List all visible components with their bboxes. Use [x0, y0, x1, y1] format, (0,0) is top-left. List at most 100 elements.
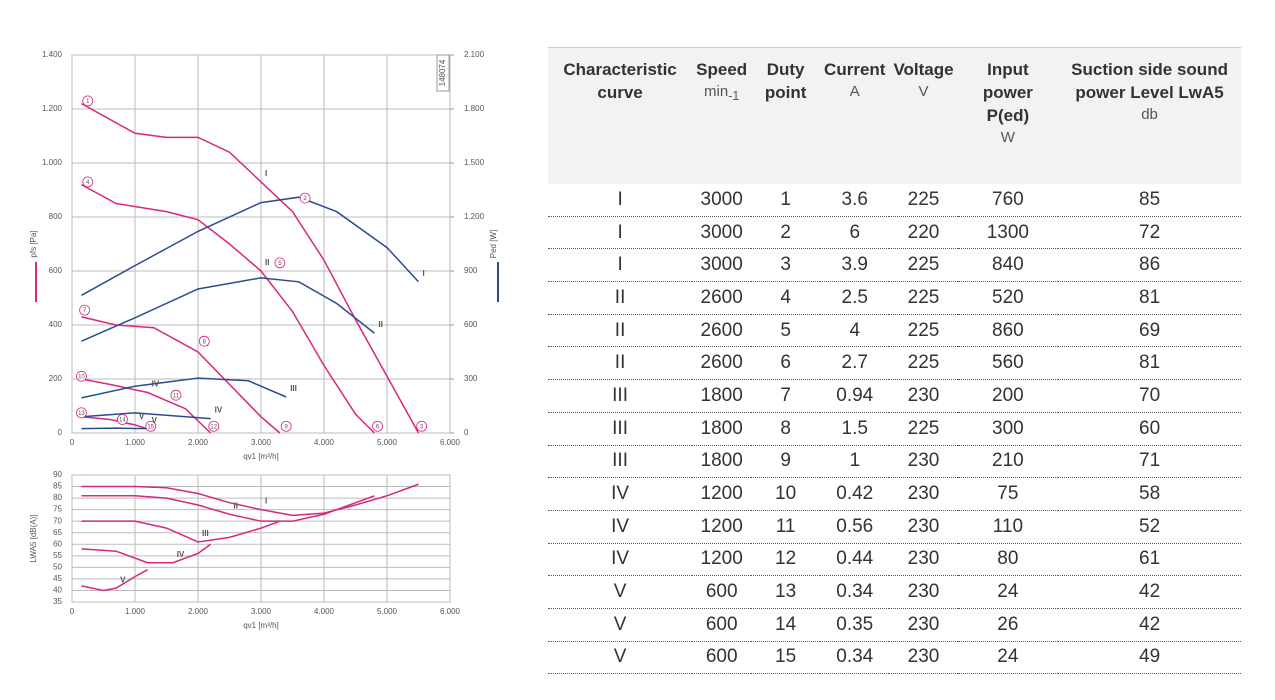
- duty-point-marker: [372, 420, 383, 432]
- duty-point-marker: [170, 389, 182, 401]
- table-cell: 0.56: [820, 510, 890, 544]
- table-row: II 2600 5 4 225 860 69: [548, 314, 1241, 348]
- table-cell: 49: [1058, 641, 1241, 675]
- table-cell: 760: [957, 184, 1059, 217]
- table-cell: 4: [820, 314, 890, 348]
- duty-point-marker: [82, 95, 94, 107]
- curve: [81, 102, 420, 434]
- duty-point-label: 5: [278, 261, 282, 267]
- curve: [81, 183, 375, 434]
- duty-point-label: 11: [173, 393, 180, 399]
- duty-point-marker: [280, 420, 292, 432]
- table-cell: 24: [957, 641, 1059, 675]
- table-cell: 52: [1058, 510, 1241, 544]
- table-cell: V: [548, 641, 693, 675]
- y2-tick-label: 1.500: [464, 158, 485, 167]
- x-tick-label: 5.000: [377, 607, 398, 616]
- table-cell: 7: [751, 379, 821, 413]
- table-row: I 3000 3 3.9 225 840 86: [548, 248, 1241, 283]
- x-tick-label: 0: [70, 607, 75, 616]
- table-cell: 1.5: [820, 412, 890, 446]
- header-cell: Suction side sound power Level LwA5 db: [1058, 47, 1241, 184]
- table-cell: 0.42: [820, 477, 890, 511]
- table-cell: III: [548, 412, 693, 446]
- header-title: Input power P(ed): [982, 60, 1033, 125]
- header-unit: db: [1141, 106, 1158, 123]
- curve-label: II: [265, 258, 269, 267]
- table-cell: 26: [957, 608, 1059, 642]
- header-cell: Voltage V: [889, 47, 958, 184]
- curve: [81, 412, 211, 420]
- header-row: Characteristic curve Speed min-1 Duty point…: [548, 47, 1241, 184]
- duty-point-label: 3: [420, 424, 424, 430]
- y-tick-label: 60: [53, 539, 62, 548]
- y-axis-label: pfs [Pa]: [29, 230, 38, 257]
- table-row: III 1800 7 0.94 230 200 70: [548, 379, 1241, 413]
- table-cell: 86: [1058, 248, 1241, 283]
- table-cell: 3000: [692, 216, 752, 250]
- header-cell: Characteristic curve: [548, 47, 693, 184]
- table-cell: 72: [1058, 216, 1241, 250]
- table-cell: 0.94: [820, 379, 890, 413]
- table-cell: 3.6: [820, 184, 890, 217]
- charts: 0 1.000 2.000 3.000 4.000 5.000 6.000020040060…: [29, 50, 499, 630]
- table-cell: 6: [820, 216, 890, 250]
- table-row: I 3000 1 3.6 225 760 85: [548, 184, 1241, 217]
- header-title: Voltage: [893, 60, 954, 79]
- table-row: IV 1200 10 0.42 230 75 58: [548, 477, 1241, 511]
- curve-label: IV: [177, 550, 185, 559]
- table-cell: V: [548, 575, 693, 609]
- table-cell: 1: [751, 184, 821, 217]
- y-tick-label: 800: [49, 212, 63, 221]
- table-cell: 230: [889, 477, 958, 511]
- curve: [81, 483, 419, 517]
- table-row: III 1800 8 1.5 225 300 60: [548, 412, 1241, 446]
- x-axis-label: qv1 [m³/h]: [243, 621, 279, 630]
- x-tick-label: 0: [70, 438, 75, 447]
- y2-tick-label: 1.800: [464, 104, 485, 113]
- table-cell: 300: [957, 412, 1059, 446]
- table-cell: IV: [548, 510, 693, 544]
- y-tick-label: 40: [53, 586, 62, 595]
- duty-point-marker: [117, 414, 128, 425]
- y2-tick-label: 600: [464, 320, 478, 329]
- table-cell: 560: [957, 346, 1059, 381]
- curve: [81, 277, 375, 342]
- curve-label: I: [265, 497, 267, 506]
- table-cell: II: [548, 281, 693, 315]
- y-tick-label: 70: [53, 516, 62, 525]
- y-tick-label: 80: [53, 493, 62, 502]
- curve-label: I: [265, 169, 267, 178]
- table-cell: III: [548, 379, 693, 413]
- curve-label: III: [202, 529, 209, 538]
- y-tick-label: 600: [49, 266, 63, 275]
- x-tick-label: 5.000: [377, 438, 398, 447]
- table-row: IV 1200 12 0.44 230 80 61: [548, 543, 1241, 577]
- header-cell: Speed min-1: [692, 47, 752, 184]
- table-cell: 11: [751, 510, 821, 544]
- table-cell: 3000: [692, 184, 752, 217]
- x-tick-label: 4.000: [314, 438, 335, 447]
- table-cell: 2600: [692, 314, 752, 348]
- table-cell: 75: [957, 477, 1059, 511]
- table-cell: 230: [889, 445, 958, 479]
- curve-label: V: [139, 412, 145, 421]
- table-cell: 3000: [692, 248, 752, 283]
- header-title: Current: [824, 60, 886, 79]
- duty-point-marker: [299, 192, 311, 204]
- curve: [81, 569, 148, 592]
- table-cell: 2.7: [820, 346, 890, 381]
- table-cell: 61: [1058, 543, 1241, 577]
- duty-point-marker: [274, 257, 286, 269]
- table-cell: 42: [1058, 575, 1241, 609]
- curve: [81, 520, 281, 543]
- y-tick-label: 35: [53, 597, 62, 606]
- header-unit: W: [1000, 129, 1015, 146]
- y-tick-label: 1.200: [42, 104, 63, 113]
- table-cell: 230: [889, 510, 958, 544]
- duty-point-label: 8: [203, 339, 207, 345]
- duty-point-marker: [416, 420, 428, 432]
- table-cell: V: [548, 608, 693, 642]
- duty-point-label: 7: [83, 308, 87, 314]
